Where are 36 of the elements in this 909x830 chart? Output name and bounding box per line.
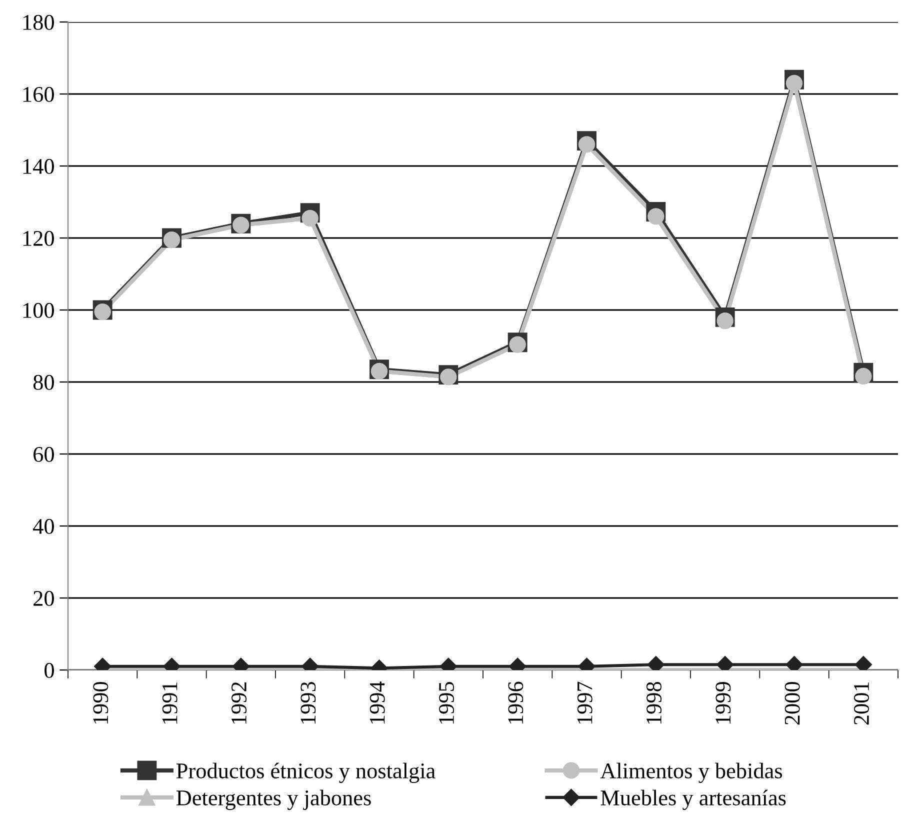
x-tick-label: 2000 [784,682,800,725]
x-tick-label: 1999 [716,682,731,724]
point [786,74,803,92]
y-tick-label: 160 [23,86,54,102]
x-tick-label: 1996 [508,682,524,724]
y-tick-label: 60 [34,446,54,462]
x-tick-label: 1992 [232,682,246,724]
y-tick-label: 180 [23,14,54,30]
point [509,336,526,353]
y-tick-label: 120 [23,230,54,246]
point [578,136,596,153]
y-tick-label: 0 [44,662,54,678]
x-tick-label: 1994 [370,681,385,724]
y-tick-label: 40 [33,518,54,534]
point [855,368,872,385]
legend-label: Alimentos y bebidas [600,762,782,783]
x-tick-label: 1991 [162,682,178,724]
x-tick-label: 1998 [646,682,662,724]
x-tick-label: 2001 [854,682,869,725]
y-tick-label: 20 [34,590,54,606]
y-tick-label: 140 [23,158,54,174]
x-tick-label: 1993 [300,682,316,724]
x-tick-label: 1995 [439,682,454,724]
point [716,312,734,330]
legend-label: Muebles y artesanías [600,790,786,810]
point [163,231,180,248]
y-tick-label: 100 [23,302,54,318]
point [648,208,664,225]
point [370,362,388,380]
x-tick-label: 1990 [93,682,108,724]
point [440,368,457,386]
y-tick-label: 80 [33,374,54,390]
legend-label: Detergentes y jabones [176,790,371,810]
x-tick-label: 1997 [577,682,592,724]
point [302,210,318,227]
legend-label: Productos étnicos y nostalgia [176,762,436,783]
